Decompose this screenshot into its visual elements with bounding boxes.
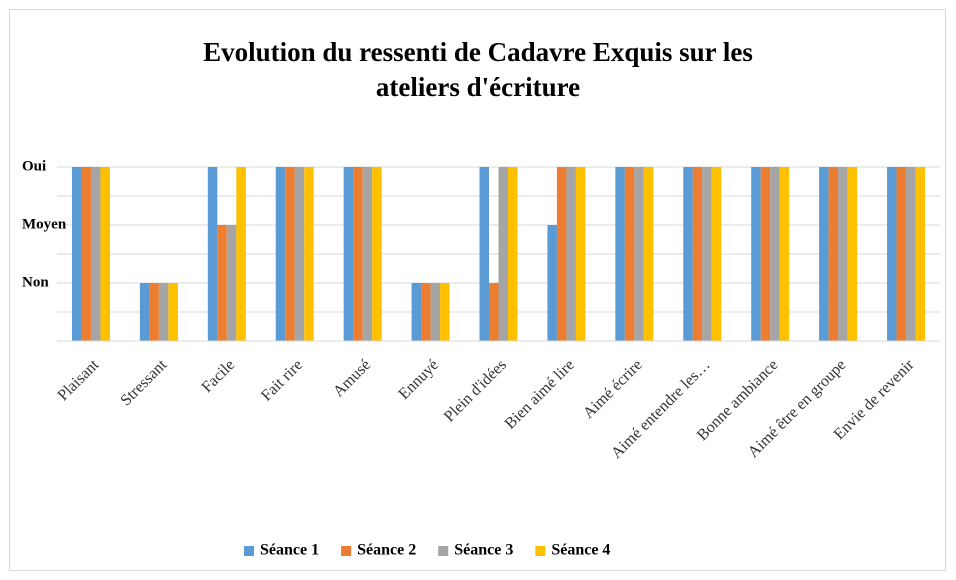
bar	[353, 167, 363, 341]
y-tick-label: Moyen	[22, 216, 67, 232]
bar	[217, 225, 227, 341]
bar	[81, 167, 91, 341]
bar	[158, 283, 169, 341]
bar	[575, 167, 586, 341]
bar	[100, 167, 110, 341]
bar	[430, 283, 441, 341]
bar	[566, 167, 576, 341]
bar	[643, 167, 654, 341]
bar	[634, 167, 644, 341]
bar	[896, 167, 907, 341]
bar	[139, 283, 150, 341]
bar	[304, 167, 314, 341]
bar	[236, 167, 246, 341]
bar	[847, 167, 858, 341]
legend-swatch	[438, 546, 449, 556]
bar	[751, 167, 761, 341]
bar	[440, 283, 450, 341]
bar	[275, 167, 286, 341]
bar	[411, 283, 422, 341]
bar	[90, 167, 101, 341]
bar	[770, 167, 780, 341]
bar	[760, 167, 771, 341]
bar	[489, 283, 499, 341]
bar	[372, 167, 382, 341]
bar	[168, 283, 178, 341]
legend-swatch	[244, 546, 254, 556]
bar	[819, 167, 829, 341]
bar	[615, 167, 625, 341]
legend-swatch	[535, 546, 546, 556]
legend-label: Séance 3	[454, 542, 513, 559]
bar	[702, 167, 712, 341]
bar	[692, 167, 703, 341]
bar	[498, 167, 508, 341]
chart-title: Evolution du ressenti de Cadavre Exquis …	[203, 37, 753, 67]
bar	[887, 167, 897, 341]
bar	[683, 167, 693, 341]
bar	[421, 283, 431, 341]
bar	[226, 225, 237, 341]
bar	[556, 167, 567, 341]
bar	[294, 167, 305, 341]
bar	[915, 167, 926, 341]
bar	[828, 167, 839, 341]
bar	[838, 167, 848, 341]
bar	[343, 167, 354, 341]
bar	[906, 167, 916, 341]
bar	[779, 167, 790, 341]
legend-swatch	[341, 546, 352, 556]
bar	[547, 225, 557, 341]
bar	[479, 167, 489, 341]
bar	[362, 167, 373, 341]
bar	[285, 167, 295, 341]
bar	[149, 283, 159, 341]
bar	[207, 167, 218, 341]
y-tick-label: Non	[22, 274, 49, 290]
legend-label: Séance 1	[260, 542, 319, 559]
legend-label: Séance 2	[357, 542, 416, 559]
bar	[711, 167, 722, 341]
bar	[624, 167, 635, 341]
chart-title: ateliers d'écriture	[376, 72, 580, 102]
y-tick-label: Oui	[22, 158, 46, 174]
legend-label: Séance 4	[551, 542, 610, 559]
bar	[508, 167, 518, 341]
bar	[71, 167, 82, 341]
